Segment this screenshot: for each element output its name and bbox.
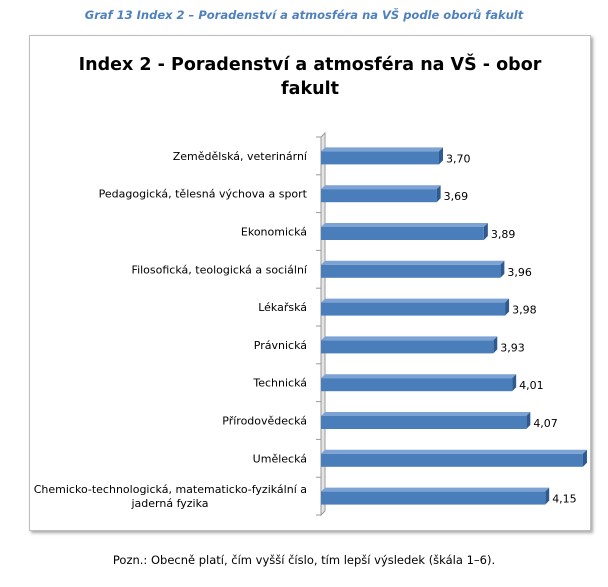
category-label: Zemědělská, veterinární bbox=[173, 150, 308, 163]
data-label: 3,96 bbox=[507, 266, 532, 279]
bar-chart: 3,70 Zemědělská, veterinární 3,69 Pedagogic… bbox=[34, 131, 590, 517]
category-label: Ekonomická bbox=[241, 226, 307, 239]
bar-top-face bbox=[321, 487, 550, 492]
data-label: 3,98 bbox=[512, 304, 537, 317]
bar-top-face bbox=[321, 449, 587, 454]
category-label: Filosofická, teologická a sociální bbox=[132, 263, 308, 276]
category-label: Lékařská bbox=[258, 301, 307, 314]
data-label: 3,69 bbox=[444, 190, 469, 203]
bar bbox=[321, 189, 437, 203]
category-label: Právnická bbox=[254, 339, 307, 352]
bar bbox=[321, 227, 484, 240]
bar-top-face bbox=[321, 223, 488, 227]
bar-side-face bbox=[436, 185, 441, 203]
bar-side-face bbox=[439, 147, 443, 165]
bar bbox=[321, 491, 546, 505]
bar-top-face bbox=[321, 185, 441, 190]
category-label: jaderná fyzika bbox=[130, 497, 208, 510]
bar bbox=[321, 302, 506, 316]
category-label: Umělecká bbox=[253, 452, 307, 465]
figure-caption: Graf 13 Index 2 – Poradenství a atmosfér… bbox=[84, 8, 524, 22]
bar-side-face bbox=[512, 374, 517, 392]
data-label: 3,93 bbox=[500, 341, 525, 354]
chart-title: Index 2 - Poradenství a atmosféra na VŠ … bbox=[30, 53, 590, 101]
bar-side-face bbox=[526, 412, 531, 429]
footnote: Pozn.: Obecně platí, čím vyšší číslo, tí… bbox=[112, 553, 496, 567]
bar-top-face bbox=[321, 298, 510, 303]
bar bbox=[321, 151, 439, 165]
bar bbox=[321, 340, 494, 354]
data-label: 3,89 bbox=[491, 228, 515, 241]
data-label: 4,07 bbox=[533, 417, 558, 430]
bar-side-face bbox=[582, 449, 587, 467]
bar-side-face bbox=[500, 260, 505, 278]
bar-top-face bbox=[321, 260, 505, 265]
bar bbox=[321, 378, 513, 392]
data-label: 4,01 bbox=[519, 379, 544, 392]
bar-side-face bbox=[493, 336, 498, 354]
category-label: Technická bbox=[252, 377, 307, 390]
data-label: 3,70 bbox=[446, 152, 471, 165]
bar-side-face bbox=[483, 223, 488, 240]
chart-frame: Index 2 - Poradenství a atmosféra na VŠ … bbox=[29, 35, 591, 531]
category-label: Chemicko-technologická, matematicko-fyzi… bbox=[34, 483, 307, 496]
category-label: Pedagogická, tělesná výchova a sport bbox=[99, 188, 308, 201]
chart-title-line-1: Index 2 - Poradenství a atmosféra na VŠ … bbox=[78, 55, 542, 75]
bar-side-face bbox=[505, 298, 510, 316]
data-label: 4,15 bbox=[552, 493, 577, 506]
bar-side-face bbox=[545, 487, 550, 505]
bar bbox=[321, 453, 583, 467]
bar bbox=[321, 264, 501, 278]
bar-top-face bbox=[321, 336, 498, 341]
bar-top-face bbox=[321, 412, 531, 416]
bar-top-face bbox=[321, 374, 517, 379]
category-label: Přírodovědecká bbox=[222, 415, 307, 428]
bar bbox=[321, 416, 527, 429]
chart-title-line-2: fakult bbox=[281, 79, 339, 99]
bar-top-face bbox=[321, 147, 443, 152]
